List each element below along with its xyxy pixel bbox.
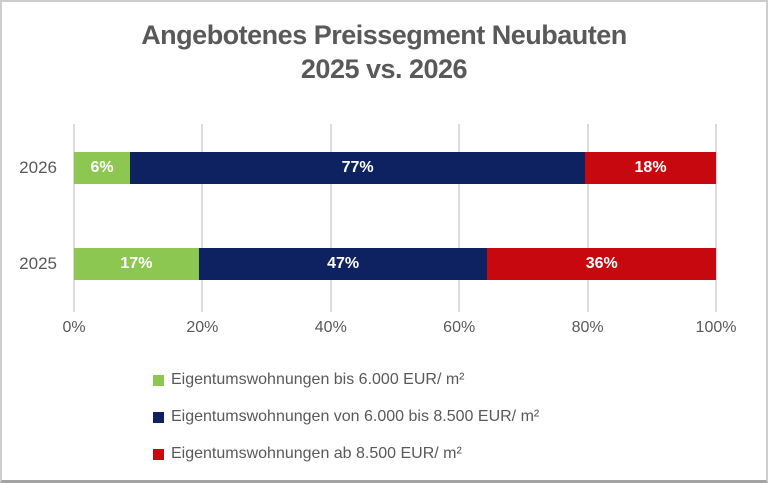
- bar-value-label: 77%: [341, 159, 374, 176]
- bar-value-label: 17%: [120, 255, 153, 272]
- gridlines-layer: [73, 124, 717, 312]
- gridline: [73, 124, 75, 312]
- bar-segment-2026-under6000[interactable]: 6%: [74, 152, 131, 184]
- legend-swatch-green: [153, 374, 164, 386]
- bar-segment-2025-6000to8500[interactable]: 47%: [198, 248, 488, 280]
- gridline: [586, 124, 589, 312]
- bar-2026: 6% 77% 18%: [74, 152, 716, 184]
- x-tick-label: 0%: [62, 319, 86, 336]
- bar-value-label: 36%: [585, 255, 618, 272]
- x-tick-label: 20%: [186, 319, 219, 336]
- x-tick-label: 40%: [314, 319, 347, 336]
- bar-segment-2025-under6000[interactable]: 17%: [74, 248, 199, 280]
- legend-label: Eigentumswohnungen von 6.000 bis 8.500 E…: [171, 408, 540, 425]
- x-tick-label: 80%: [571, 319, 604, 336]
- legend-swatch-navy: [153, 411, 164, 423]
- legend-item-above8500[interactable]: Eigentumswohnungen ab 8.500 EUR/ m²: [153, 442, 539, 466]
- gridline: [329, 124, 332, 312]
- bar-value-label: 6%: [90, 159, 114, 176]
- legend-item-under6000[interactable]: Eigentumswohnungen bis 6.000 EUR/ m²: [153, 368, 539, 392]
- legend-swatch-red: [153, 448, 164, 460]
- gridline: [201, 124, 204, 312]
- chart-title-line2: 2025 vs. 2026: [300, 54, 468, 84]
- chart-title-line1: Angebotenes Preissegment Neubauten: [141, 20, 627, 50]
- bar-segment-2025-above8500[interactable]: 36%: [487, 248, 716, 280]
- x-tick-label: 60%: [443, 319, 476, 336]
- chart-title[interactable]: Angebotenes Preissegment Neubauten 2025 …: [2, 18, 766, 86]
- bar-segment-2026-above8500[interactable]: 18%: [585, 152, 716, 184]
- legend-label: Eigentumswohnungen ab 8.500 EUR/ m²: [171, 445, 462, 462]
- bar-value-label: 47%: [327, 255, 360, 272]
- legend-label: Eigentumswohnungen bis 6.000 EUR/ m²: [171, 371, 465, 388]
- category-label-2026: 2026: [19, 158, 57, 177]
- legend: Eigentumswohnungen bis 6.000 EUR/ m² Eig…: [153, 368, 539, 479]
- plot-area: 2026 2025 6% 77% 18% 17% 47% 36% 0% 20: [19, 124, 736, 336]
- x-tick-label: 100%: [695, 319, 737, 336]
- category-label-2025: 2025: [19, 254, 57, 273]
- x-axis-labels: 0% 20% 40% 60% 80% 100%: [62, 319, 736, 341]
- bar-2025: 17% 47% 36%: [74, 248, 716, 280]
- gridline: [458, 124, 461, 312]
- bar-segment-2026-6000to8500[interactable]: 77%: [130, 152, 586, 184]
- gridline: [715, 124, 717, 312]
- bar-value-label: 18%: [634, 159, 667, 176]
- legend-item-6000to8500[interactable]: Eigentumswohnungen von 6.000 bis 8.500 E…: [153, 405, 539, 429]
